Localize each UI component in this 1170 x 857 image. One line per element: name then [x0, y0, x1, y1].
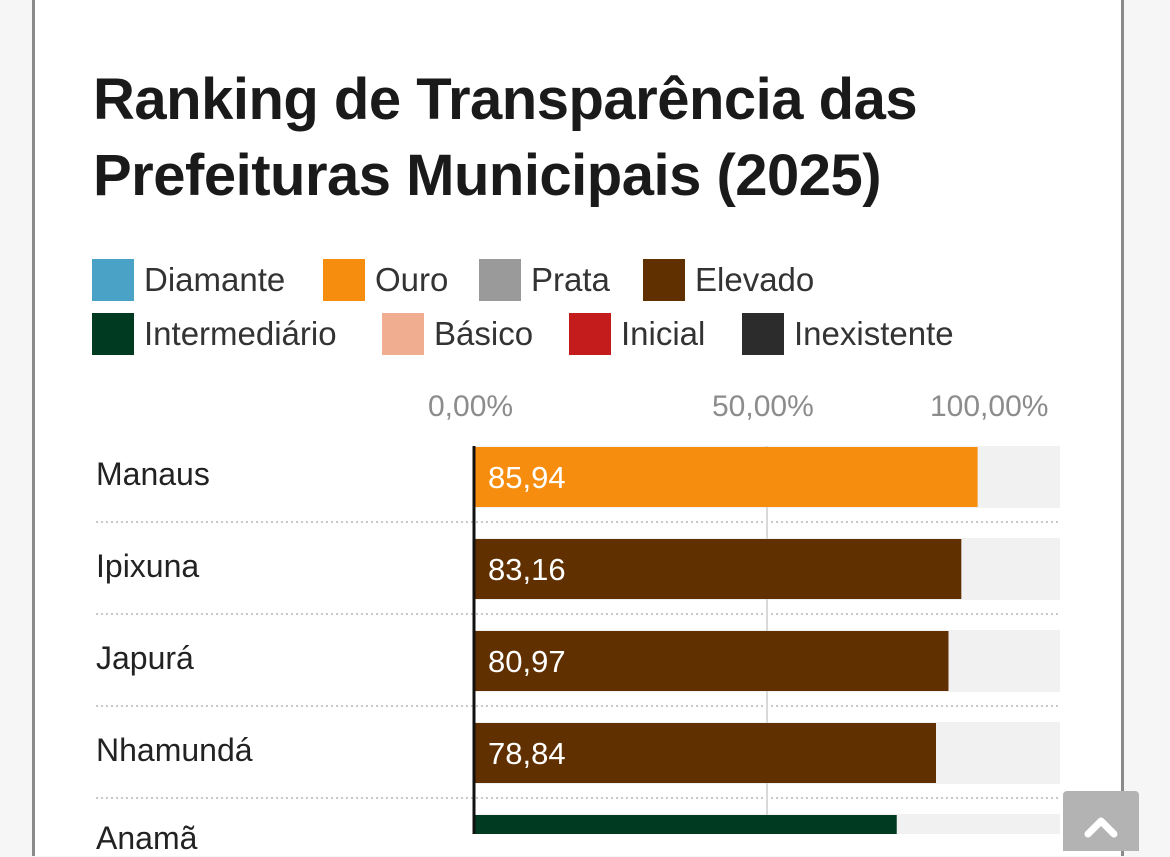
- bar-2: [474, 539, 962, 599]
- bar-chart: 85,94 83,16 80,97 78,84 72,14: [96, 446, 1060, 834]
- chart-card: [32, 0, 1124, 856]
- legend-item-basico: Básico: [382, 312, 533, 356]
- chevron-up-icon: [1084, 817, 1118, 838]
- bar-3: [474, 631, 949, 691]
- row-label: Japurá: [96, 640, 194, 676]
- legend-item-diamante: Diamante: [92, 258, 285, 302]
- legend-label: Intermediário: [144, 315, 337, 352]
- chart-title: Ranking de Transparência das Prefeituras…: [93, 67, 918, 208]
- bar-value-label: 72,14: [488, 828, 566, 834]
- bar-1: [474, 447, 978, 507]
- legend-item-elevado: Elevado: [643, 258, 814, 302]
- legend-item-inicial: Inicial: [569, 312, 705, 356]
- legend-swatch: [569, 313, 611, 355]
- legend-label: Inexistente: [794, 315, 954, 352]
- legend-label: Diamante: [144, 261, 286, 298]
- legend-swatch: [742, 313, 784, 355]
- legend-item-inexistente: Inexistente: [742, 312, 954, 356]
- legend-item-ouro: Ouro: [323, 258, 448, 302]
- legend-swatch: [92, 313, 134, 355]
- legend-label: Inicial: [621, 315, 706, 352]
- bar-value-label: 80,97: [488, 644, 566, 679]
- legend-swatch: [382, 313, 424, 355]
- row-label: Nhamundá: [96, 732, 253, 768]
- bar-value-label: 85,94: [488, 460, 566, 495]
- bar-value-label: 78,84: [488, 736, 566, 771]
- row-label: Ipixuna: [96, 548, 200, 584]
- legend-swatch: [92, 259, 134, 301]
- legend-label: Elevado: [695, 261, 815, 298]
- legend-swatch: [323, 259, 365, 301]
- bar-value-label: 83,16: [488, 552, 566, 587]
- axis-tick-label: 0,00%: [428, 390, 514, 423]
- legend-item-intermediario: Intermediário: [92, 312, 337, 356]
- legend-label: Básico: [434, 315, 534, 352]
- axis-tick-label: 50,00%: [712, 390, 814, 423]
- legend-swatch: [643, 259, 685, 301]
- legend-label: Ouro: [375, 261, 449, 298]
- scroll-to-top-button[interactable]: [1063, 791, 1139, 851]
- legend-swatch: [479, 259, 521, 301]
- row-label: Manaus: [96, 456, 210, 492]
- bar-5: [474, 815, 897, 834]
- legend-label: Prata: [531, 261, 610, 298]
- axis-tick-label: 100,00%: [930, 390, 1049, 423]
- legend-item-prata: Prata: [479, 258, 610, 302]
- bar-4: [474, 723, 937, 783]
